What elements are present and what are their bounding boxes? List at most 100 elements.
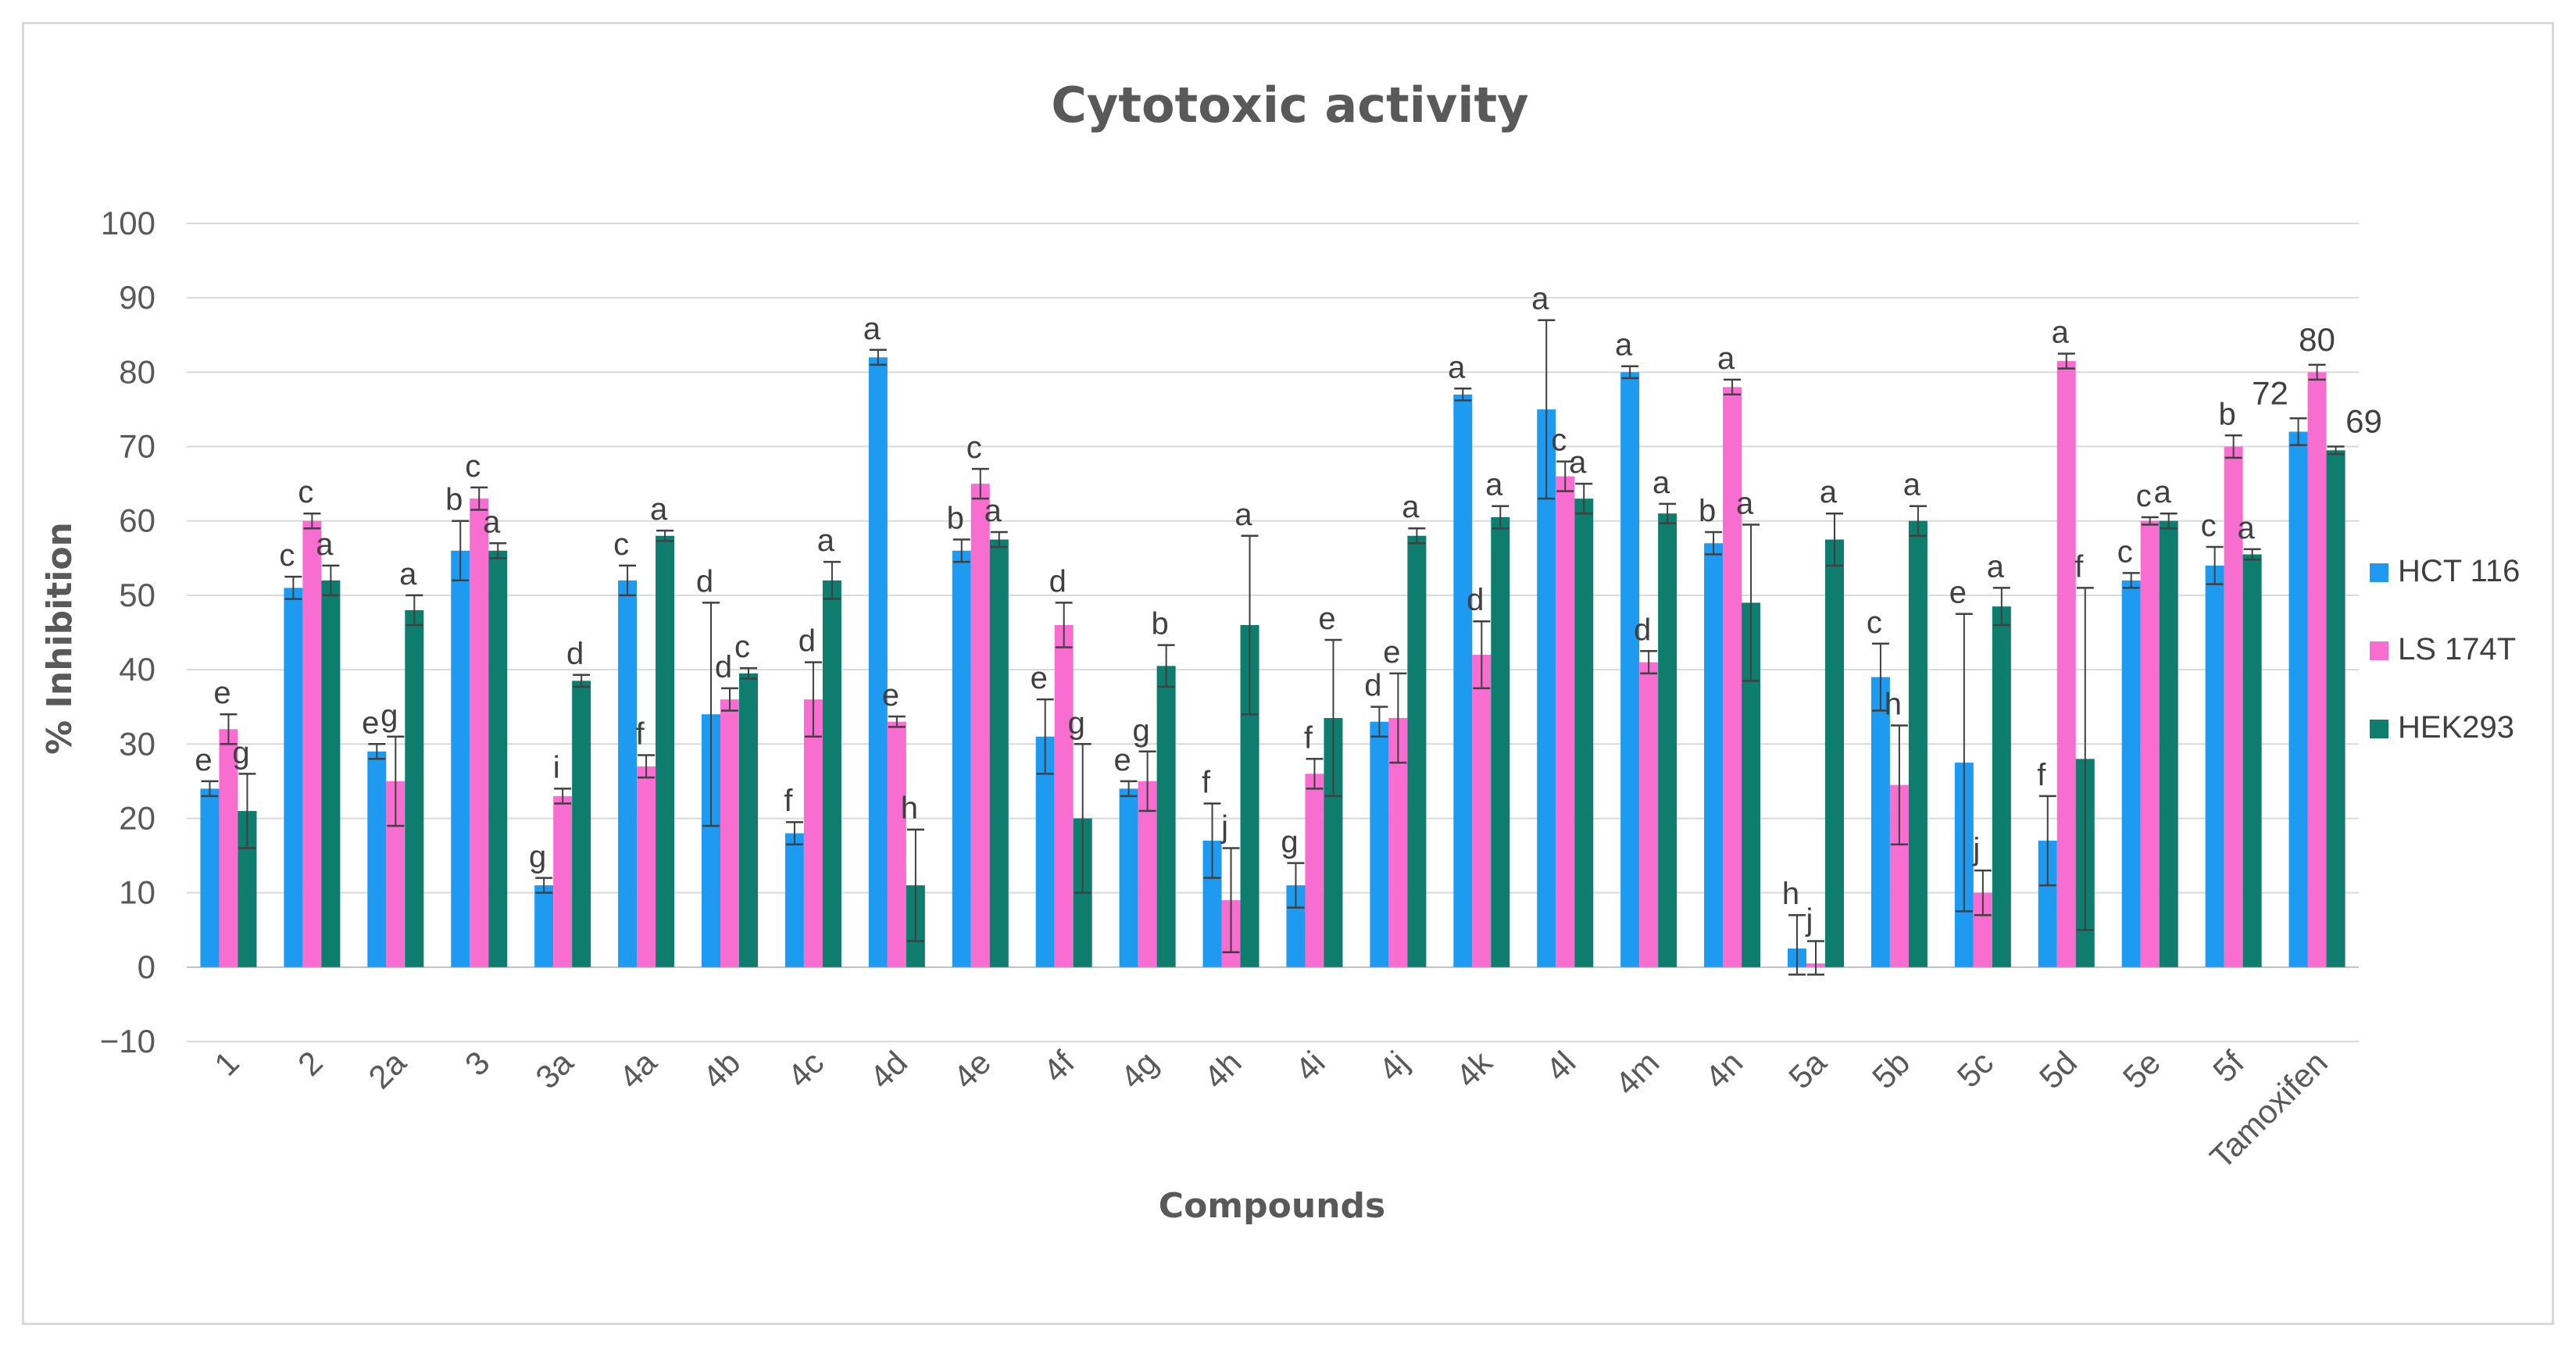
significance-letter: a — [650, 492, 668, 527]
legend-swatch — [2370, 641, 2388, 660]
bar-hct-116 — [868, 357, 888, 967]
bar-hct-116 — [200, 788, 220, 967]
bar-hct-116 — [618, 580, 638, 967]
significance-letter: i — [553, 750, 560, 784]
x-tick-label: 4b — [695, 1044, 747, 1095]
significance-letter: a — [863, 312, 881, 346]
bar-hek293 — [1574, 498, 1594, 967]
significance-letter: a — [1402, 490, 1420, 524]
gridlines — [187, 223, 2359, 1042]
y-tick-labels: −10 0 10 20 30 40 50 60 70 80 90 100 — [100, 205, 155, 1059]
significance-letter: g — [1132, 713, 1149, 748]
x-tick-label: 4e — [946, 1044, 998, 1095]
bar-ls-174t — [2224, 446, 2243, 967]
x-tick-label: 4n — [1698, 1044, 1749, 1095]
significance-letter: b — [445, 483, 463, 517]
significance-letter: e — [362, 706, 379, 740]
bar-hct-116 — [1870, 677, 1890, 967]
bar-hek293 — [822, 580, 841, 967]
bar-hek293 — [1825, 539, 1844, 967]
bar-hct-116 — [2121, 580, 2141, 967]
legend-label: LS 174T — [2398, 632, 2516, 666]
bar-ls-174t — [803, 699, 823, 967]
significance-letter: c — [966, 431, 982, 465]
significance-letter: d — [566, 637, 584, 671]
bar-hek293 — [1908, 520, 1928, 967]
x-tick-label: 4i — [1288, 1044, 1331, 1088]
significance-letter: d — [1049, 564, 1066, 598]
bar-ls-174t — [1305, 774, 1324, 967]
x-tick-label: 1 — [207, 1044, 246, 1083]
significance-letter: e — [1383, 635, 1400, 670]
x-tick-label: 3a — [528, 1044, 581, 1096]
bar-ls-174t — [720, 699, 739, 967]
significance-letter: d — [1467, 583, 1484, 617]
bar-ls-174t — [1472, 655, 1492, 967]
bar-hct-116 — [284, 588, 303, 967]
bar-hek293 — [1407, 535, 1427, 967]
significance-letter: h — [1782, 877, 1799, 911]
significance-letter: d — [1634, 613, 1651, 647]
significance-letter: a — [1717, 341, 1735, 376]
bar-ls-174t — [470, 498, 489, 967]
y-tick-label: 80 — [119, 353, 155, 390]
significance-letter: e — [1949, 576, 1967, 610]
bar-hct-116 — [1119, 788, 1138, 967]
significance-letter: a — [1736, 486, 1754, 520]
significance-letter: c — [2136, 479, 2152, 513]
significance-letter: c — [1867, 606, 1882, 640]
bar-hct-116 — [1537, 409, 1556, 967]
significance-letter: e — [1113, 743, 1131, 777]
bar-hek293 — [1658, 513, 1677, 967]
value-label: 72 — [2252, 374, 2288, 411]
legend-label: HCT 116 — [2398, 554, 2520, 588]
bar-ls-174t — [1138, 781, 1157, 967]
x-tick-label: 4f — [1036, 1044, 1081, 1089]
significance-letter: e — [195, 743, 212, 777]
significance-letter: a — [2052, 316, 2070, 350]
x-tick-label: 4l — [1538, 1044, 1582, 1088]
significance-letter: j — [1806, 903, 1813, 938]
x-tick-label: 3 — [458, 1044, 497, 1083]
bar-hek293 — [2326, 450, 2346, 967]
significance-letter: a — [1987, 549, 2005, 584]
bar-hct-116 — [451, 550, 470, 967]
legend: HCT 116 LS 174T HEK293 — [2370, 554, 2520, 745]
significance-letter: c — [613, 527, 629, 562]
x-tick-label: 4c — [781, 1044, 831, 1095]
significance-letter: h — [1885, 687, 1902, 721]
bar-ls-174t — [887, 721, 906, 967]
bar-hct-116 — [1370, 721, 1389, 967]
legend-swatch — [2370, 720, 2388, 738]
significance-letter: e — [213, 676, 230, 710]
y-tick-label: 30 — [119, 725, 155, 762]
significance-letter: a — [2154, 475, 2172, 509]
significance-letter: g — [1068, 706, 1085, 740]
bar-ls-174t — [219, 729, 238, 967]
significance-letter: j — [1220, 810, 1228, 845]
bar-ls-174t — [637, 766, 656, 967]
significance-letter: f — [2037, 758, 2046, 792]
value-label: 69 — [2346, 403, 2382, 440]
bar-hct-116 — [1035, 736, 1055, 967]
significance-letter: a — [1615, 328, 1633, 363]
x-tick-label: 5a — [1781, 1044, 1834, 1096]
y-tick-label: 50 — [119, 577, 155, 613]
significance-letter: j — [1972, 832, 1980, 866]
significance-letter: g — [381, 699, 398, 733]
y-tick-label: 70 — [119, 428, 155, 465]
x-tick-label: 4g — [1113, 1044, 1165, 1095]
significance-letter: e — [882, 678, 899, 713]
significance-letter: e — [1318, 602, 1335, 636]
significance-letter: a — [1234, 498, 1252, 532]
bars — [200, 357, 2346, 967]
x-tick-labels: 1 2 2a 3 3a 4a 4b 4c 4d 4e 4f 4g 4h 4i 4j 4k 4l 4m 4n 5a 5b 5… — [207, 1043, 2335, 1175]
significance-letter: a — [1448, 350, 1466, 384]
bar-ls-174t — [1723, 387, 1742, 967]
x-tick-label: 5f — [2206, 1044, 2251, 1089]
significance-letter: b — [1151, 607, 1168, 641]
bar-ls-174t — [2307, 372, 2327, 967]
significance-letter: e — [1031, 661, 1048, 695]
